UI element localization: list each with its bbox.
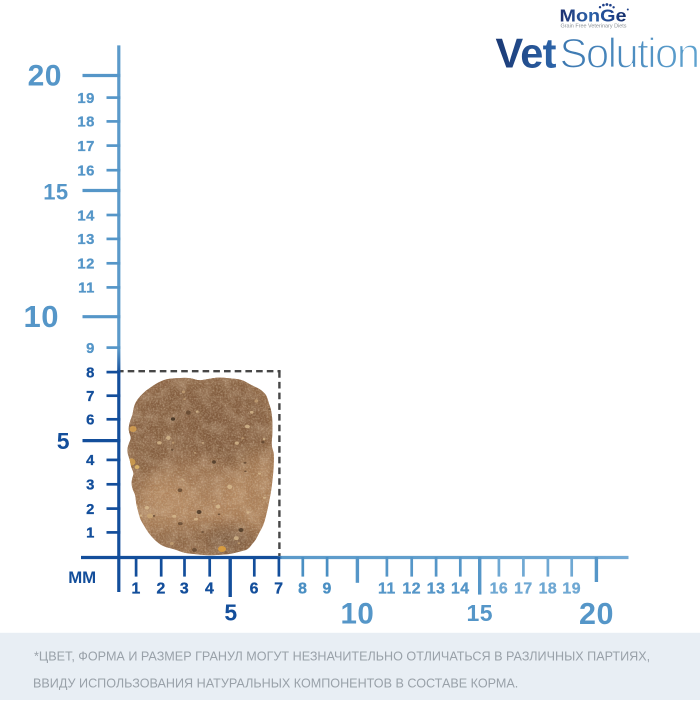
svg-text:15: 15 [467, 600, 493, 626]
svg-text:MonGe: MonGe [560, 5, 627, 25]
svg-text:11: 11 [378, 581, 396, 598]
svg-text:Vet: Vet [496, 29, 557, 76]
svg-text:17: 17 [77, 139, 95, 155]
svg-text:5: 5 [57, 428, 70, 454]
svg-text:Solution: Solution [560, 29, 699, 76]
svg-text:2: 2 [157, 581, 166, 598]
svg-text:16: 16 [77, 164, 95, 180]
svg-text:12: 12 [402, 581, 421, 598]
svg-text:*ЦВЕТ, ФОРМА И РАЗМЕР ГРАНУЛ М: *ЦВЕТ, ФОРМА И РАЗМЕР ГРАНУЛ МОГУТ НЕЗНА… [34, 649, 650, 663]
svg-text:4: 4 [86, 453, 95, 469]
svg-text:1: 1 [86, 526, 95, 542]
svg-text:18: 18 [77, 115, 95, 131]
svg-text:4: 4 [205, 581, 214, 598]
svg-text:5: 5 [224, 599, 237, 625]
svg-text:7: 7 [86, 389, 95, 405]
svg-text:14: 14 [77, 208, 95, 224]
svg-text:14: 14 [451, 581, 470, 598]
svg-text:13: 13 [427, 581, 446, 598]
svg-text:17: 17 [514, 581, 533, 598]
svg-text:6: 6 [86, 413, 95, 429]
svg-text:18: 18 [539, 581, 558, 598]
svg-text:7: 7 [274, 581, 283, 598]
svg-text:9: 9 [322, 581, 331, 598]
svg-text:10: 10 [24, 299, 59, 334]
svg-text:3: 3 [180, 581, 189, 598]
svg-text:19: 19 [77, 91, 95, 107]
svg-text:20: 20 [28, 59, 62, 92]
svg-text:3: 3 [86, 478, 95, 494]
svg-text:13: 13 [77, 232, 95, 248]
svg-text:20: 20 [579, 597, 614, 631]
svg-text:15: 15 [43, 180, 68, 205]
svg-text:16: 16 [490, 581, 509, 598]
svg-text:1: 1 [131, 581, 140, 598]
svg-text:11: 11 [78, 281, 95, 297]
svg-text:12: 12 [77, 257, 95, 273]
svg-text:6: 6 [250, 581, 259, 598]
svg-text:8: 8 [86, 365, 95, 381]
svg-text:8: 8 [298, 581, 307, 598]
svg-text:ВВИДУ ИСПОЛЬЗОВАНИЯ НАТУРАЛЬНЫ: ВВИДУ ИСПОЛЬЗОВАНИЯ НАТУРАЛЬНЫХ КОМПОНЕН… [33, 677, 518, 691]
svg-text:2: 2 [86, 502, 95, 518]
svg-text:Grain Free Veterinary Diets: Grain Free Veterinary Diets [561, 24, 627, 30]
svg-text:10: 10 [340, 598, 374, 631]
svg-text:19: 19 [562, 581, 581, 598]
svg-text:9: 9 [86, 341, 95, 357]
svg-text:ММ: ММ [68, 568, 96, 587]
